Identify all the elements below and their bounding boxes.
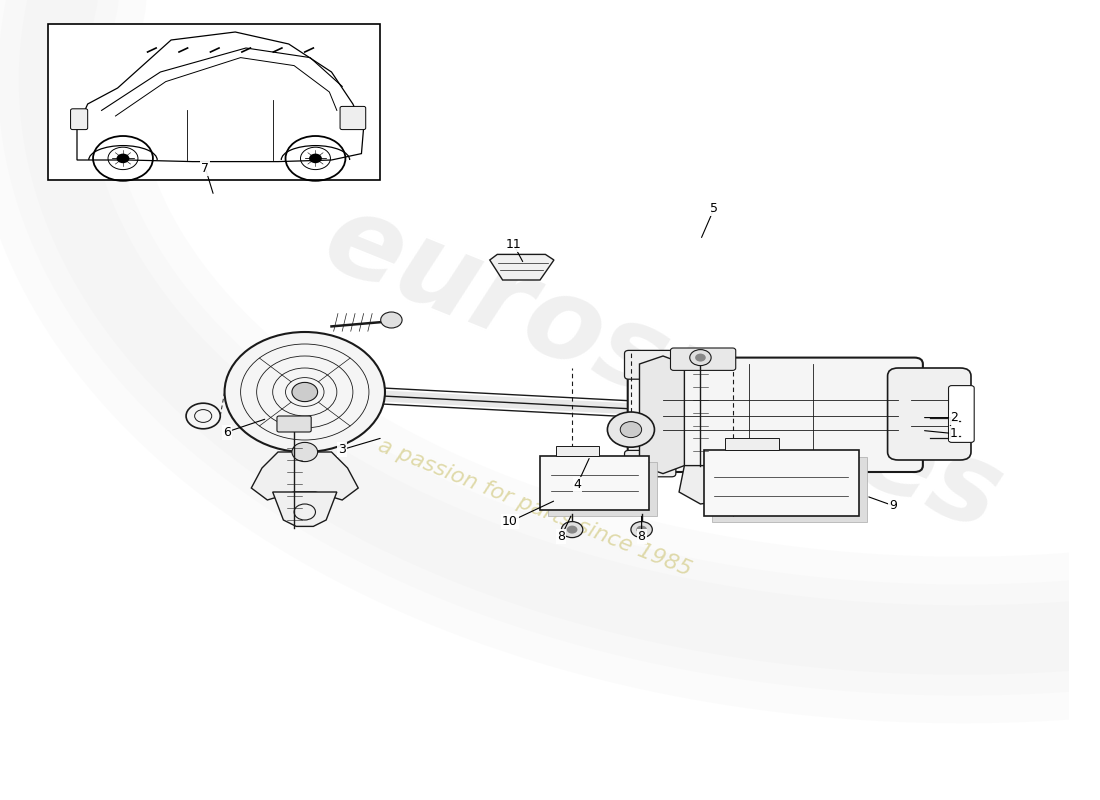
Text: 8: 8 [638,530,646,542]
Circle shape [186,403,220,429]
FancyBboxPatch shape [557,446,598,456]
Circle shape [292,382,318,402]
Text: 7: 7 [201,162,209,174]
Circle shape [620,422,641,438]
Text: 6: 6 [223,426,231,438]
FancyBboxPatch shape [625,450,675,477]
Circle shape [695,354,706,362]
FancyBboxPatch shape [625,350,675,379]
Text: 8: 8 [558,530,565,542]
Circle shape [636,526,647,534]
Polygon shape [639,356,684,474]
Circle shape [117,154,130,163]
Polygon shape [273,492,337,526]
Polygon shape [251,452,359,500]
Text: 1: 1 [950,427,958,440]
Polygon shape [679,466,733,504]
Text: 5: 5 [711,202,718,214]
Text: 2: 2 [950,411,958,424]
FancyBboxPatch shape [704,450,859,516]
Circle shape [561,522,583,538]
Circle shape [690,350,711,366]
FancyBboxPatch shape [725,438,779,450]
Text: 11: 11 [505,238,521,250]
Polygon shape [490,254,554,280]
Circle shape [292,442,318,462]
FancyBboxPatch shape [888,368,971,460]
FancyBboxPatch shape [48,24,379,180]
Text: eurospares: eurospares [308,182,1018,554]
Circle shape [381,312,403,328]
FancyBboxPatch shape [548,462,657,516]
Circle shape [224,332,385,452]
FancyBboxPatch shape [628,358,923,472]
Text: a passion for parts since 1985: a passion for parts since 1985 [375,436,694,580]
FancyBboxPatch shape [948,386,975,442]
Circle shape [566,526,578,534]
Circle shape [607,412,654,447]
FancyBboxPatch shape [540,456,649,510]
FancyBboxPatch shape [277,416,311,432]
Text: 9: 9 [889,499,896,512]
FancyBboxPatch shape [70,109,88,130]
FancyBboxPatch shape [671,348,736,370]
Circle shape [309,154,322,163]
FancyBboxPatch shape [712,457,867,522]
Circle shape [631,522,652,538]
Text: 3: 3 [339,443,346,456]
Text: 4: 4 [573,478,582,490]
Text: 10: 10 [503,515,518,528]
FancyBboxPatch shape [340,106,365,130]
